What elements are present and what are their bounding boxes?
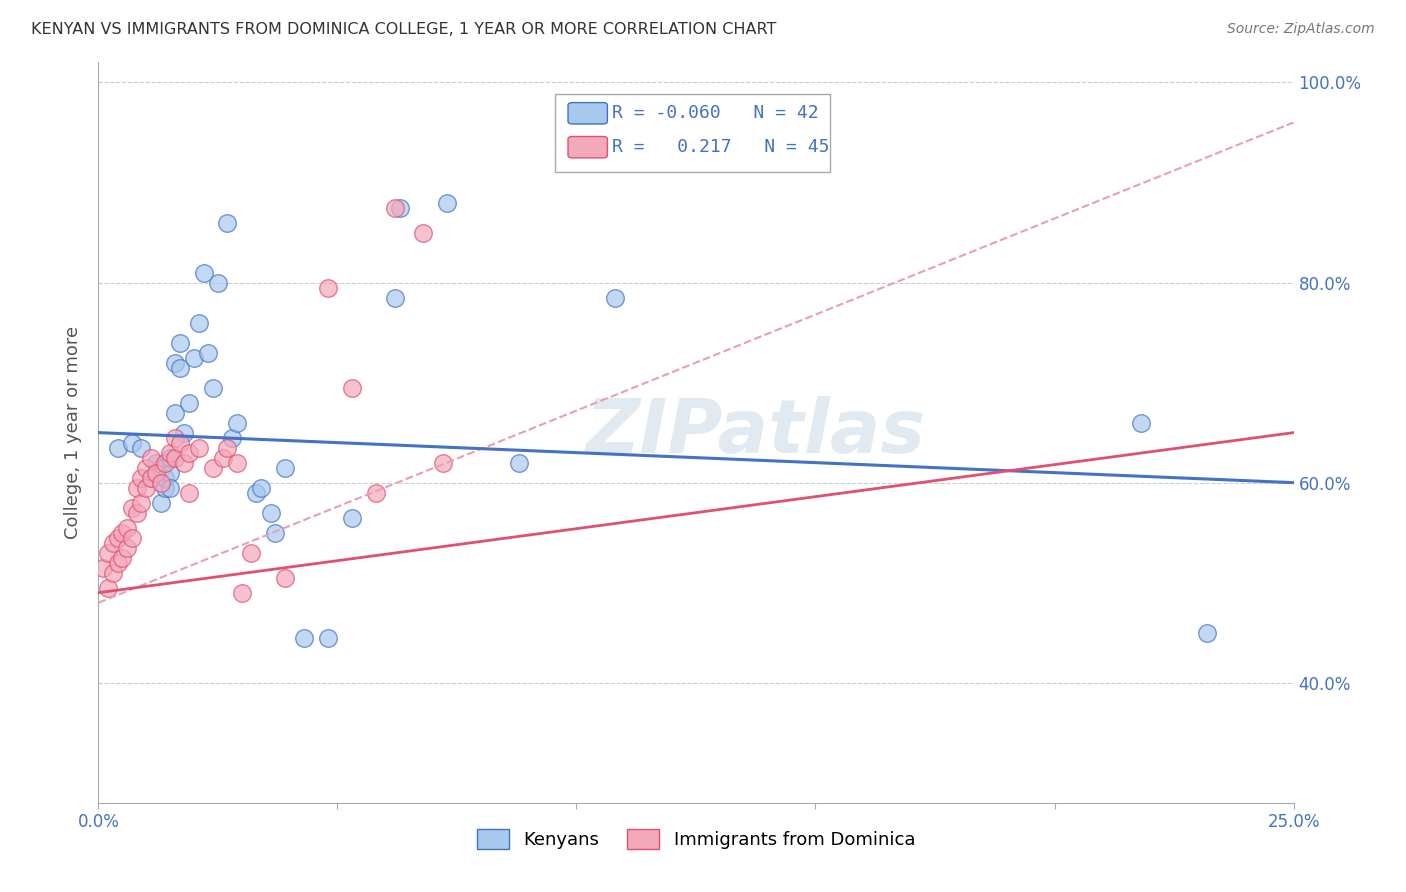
Point — [155, 481, 177, 495]
Point — [173, 456, 195, 470]
Point — [169, 435, 191, 450]
Point — [121, 531, 143, 545]
Y-axis label: College, 1 year or more: College, 1 year or more — [65, 326, 83, 539]
Point — [115, 541, 138, 555]
Point — [259, 506, 281, 520]
Point — [107, 441, 129, 455]
Point — [274, 460, 297, 475]
Point — [207, 276, 229, 290]
Point — [364, 485, 387, 500]
Legend: Kenyans, Immigrants from Dominica: Kenyans, Immigrants from Dominica — [470, 822, 922, 856]
Point — [508, 456, 530, 470]
Point — [179, 445, 201, 459]
Point — [221, 431, 243, 445]
Point — [432, 456, 454, 470]
Point — [159, 445, 181, 459]
Point — [159, 481, 181, 495]
Point — [226, 416, 249, 430]
Point — [202, 460, 225, 475]
Point — [125, 506, 148, 520]
Point — [139, 470, 162, 484]
Point — [245, 485, 267, 500]
Point — [97, 581, 120, 595]
Point — [145, 456, 167, 470]
Point — [135, 460, 157, 475]
Point — [384, 201, 406, 215]
Point — [139, 450, 162, 465]
Point — [169, 335, 191, 350]
Point — [274, 571, 297, 585]
Point — [149, 460, 172, 475]
Point — [179, 395, 201, 409]
Point — [217, 441, 239, 455]
Point — [121, 500, 143, 515]
Point — [131, 496, 153, 510]
Point — [131, 441, 153, 455]
Point — [107, 556, 129, 570]
Point — [115, 521, 138, 535]
Point — [217, 215, 239, 229]
Point — [226, 456, 249, 470]
Point — [159, 466, 181, 480]
Point — [264, 525, 287, 540]
Point — [1129, 416, 1152, 430]
Text: R =   0.217   N = 45: R = 0.217 N = 45 — [612, 138, 830, 156]
Point — [101, 535, 124, 549]
Point — [231, 585, 253, 599]
Point — [240, 546, 263, 560]
Point — [169, 360, 191, 375]
Point — [155, 470, 177, 484]
Point — [384, 291, 406, 305]
Point — [316, 631, 339, 645]
Point — [163, 355, 186, 369]
Point — [107, 531, 129, 545]
Point — [340, 510, 363, 524]
Point — [149, 496, 172, 510]
Point — [131, 470, 153, 484]
Point — [292, 631, 315, 645]
Point — [193, 266, 215, 280]
Point — [97, 546, 120, 560]
Point — [121, 435, 143, 450]
Point — [125, 481, 148, 495]
Point — [91, 560, 114, 574]
Text: KENYAN VS IMMIGRANTS FROM DOMINICA COLLEGE, 1 YEAR OR MORE CORRELATION CHART: KENYAN VS IMMIGRANTS FROM DOMINICA COLLE… — [31, 22, 776, 37]
Point — [163, 450, 186, 465]
Point — [111, 525, 134, 540]
Point — [250, 481, 273, 495]
Point — [163, 406, 186, 420]
Point — [187, 441, 209, 455]
Point — [173, 425, 195, 440]
Point — [436, 195, 458, 210]
Point — [197, 345, 219, 359]
Point — [135, 481, 157, 495]
Point — [183, 351, 205, 365]
Point — [340, 381, 363, 395]
Point — [202, 381, 225, 395]
Point — [211, 450, 233, 465]
Point — [159, 450, 181, 465]
Point — [388, 201, 411, 215]
Point — [187, 316, 209, 330]
Text: R = -0.060   N = 42: R = -0.060 N = 42 — [612, 104, 818, 122]
Point — [155, 456, 177, 470]
Text: ZIPatlas: ZIPatlas — [586, 396, 925, 469]
Point — [1197, 625, 1219, 640]
Point — [101, 566, 124, 580]
Point — [163, 431, 186, 445]
Point — [412, 226, 434, 240]
Point — [111, 550, 134, 565]
Text: Source: ZipAtlas.com: Source: ZipAtlas.com — [1227, 22, 1375, 37]
Point — [145, 466, 167, 480]
Point — [149, 475, 172, 490]
Point — [179, 485, 201, 500]
Point — [316, 280, 339, 294]
Point — [603, 291, 626, 305]
Point — [139, 470, 162, 484]
